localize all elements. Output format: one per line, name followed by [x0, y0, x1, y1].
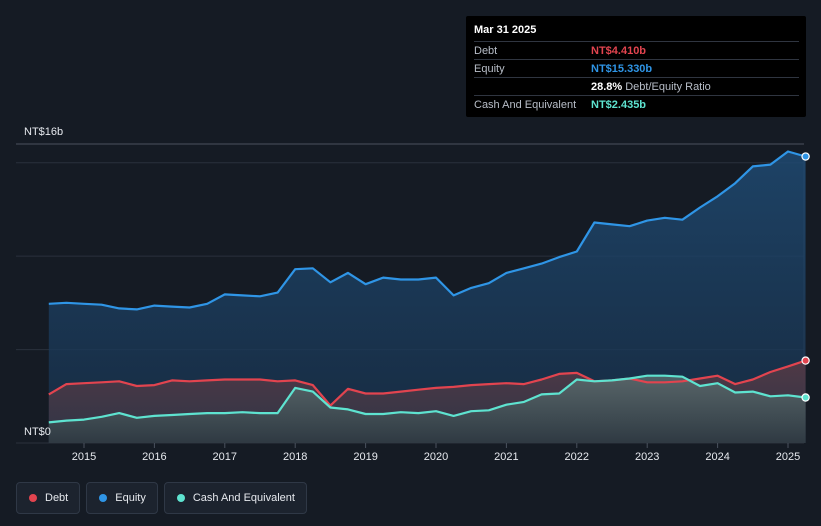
equity-end-point — [801, 152, 810, 161]
x-tick-label-2019: 2019 — [353, 451, 377, 463]
legend-label-equity: Equity — [115, 492, 146, 504]
tooltip-row-cash: Cash And Equivalent NT$2.435b — [474, 95, 799, 113]
legend-label-debt: Debt — [45, 492, 69, 504]
x-tick-label-2020: 2020 — [424, 451, 448, 463]
cash-area — [48, 375, 806, 443]
tooltip-debt-value: NT$4.410b — [591, 44, 647, 57]
debt-dot-icon — [29, 494, 37, 502]
debt-line — [48, 359, 806, 407]
x-tick-label-2023: 2023 — [635, 451, 659, 463]
tooltip-debt-label: Debt — [474, 44, 498, 57]
tooltip-equity-value: NT$15.330b — [591, 62, 653, 75]
legend-item-equity[interactable]: Equity — [86, 482, 158, 514]
equity-area — [48, 151, 806, 443]
tooltip-row-debt: Debt NT$4.410b — [474, 41, 799, 59]
y-axis-top-label: NT$16b — [24, 126, 63, 138]
legend-item-cash[interactable]: Cash And Equivalent — [163, 482, 307, 514]
legend-label-cash: Cash And Equivalent — [192, 492, 295, 504]
tooltip-ratio-label: Debt/Equity Ratio — [625, 80, 711, 93]
legend-item-debt[interactable]: Debt — [16, 482, 81, 514]
chart-area: NT$16b NT$0 2015 2016 2017 2018 2019 2020 2021… — [16, 126, 810, 463]
x-tick-label-2017: 2017 — [213, 451, 237, 463]
cash-line — [48, 374, 806, 424]
tooltip-panel: Mar 31 2025 Debt NT$4.410b Equity NT$15.… — [466, 16, 806, 117]
x-tick-label-2024: 2024 — [705, 451, 729, 463]
tooltip-cash-label: Cash And Equivalent — [474, 98, 577, 111]
cash-end-point — [801, 393, 810, 402]
tooltip-date: Mar 31 2025 — [474, 24, 537, 36]
y-axis-bottom-label: NT$0 — [24, 426, 51, 438]
x-tick-label-2025: 2025 — [776, 451, 800, 463]
tooltip-ratio-value: 28.8% — [591, 80, 623, 93]
tooltip-row-equity: Equity NT$15.330b — [474, 59, 799, 77]
x-tick-label-2018: 2018 — [283, 451, 307, 463]
tooltip-equity-label: Equity — [474, 62, 505, 75]
tooltip-cash-value: NT$2.435b — [591, 98, 647, 111]
x-tick-label-2016: 2016 — [142, 451, 166, 463]
equity-line — [48, 150, 806, 311]
tooltip-row-ratio: 28.8% Debt/Equity Ratio — [474, 77, 799, 95]
debt-end-point — [801, 356, 810, 365]
cash-dot-icon — [176, 494, 185, 502]
x-tick-label-2015: 2015 — [72, 451, 96, 463]
x-tick-label-2022: 2022 — [565, 451, 589, 463]
x-tick-label-2021: 2021 — [494, 451, 518, 463]
equity-dot-icon — [99, 494, 108, 502]
legend: Debt Equity Cash And Equivalent — [16, 482, 307, 514]
